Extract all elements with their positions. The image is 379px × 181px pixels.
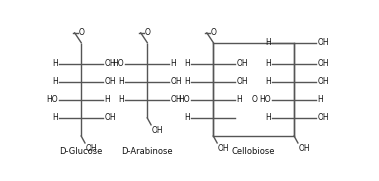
Text: Cellobiose: Cellobiose: [231, 146, 275, 155]
Text: H: H: [118, 77, 124, 86]
Text: O: O: [144, 28, 150, 37]
Text: H: H: [265, 77, 271, 86]
Text: HO: HO: [179, 95, 190, 104]
Text: HO: HO: [46, 95, 58, 104]
Text: OH: OH: [104, 113, 116, 122]
Text: H: H: [118, 95, 124, 104]
Text: D-Glucose: D-Glucose: [60, 146, 103, 155]
Text: D-Arabinose: D-Arabinose: [121, 146, 173, 155]
Text: O: O: [210, 28, 216, 37]
Text: HO: HO: [259, 95, 271, 104]
Text: OH: OH: [171, 95, 182, 104]
Text: OH: OH: [86, 144, 97, 153]
Text: O: O: [252, 95, 257, 104]
Text: O: O: [78, 28, 84, 37]
Text: OH: OH: [236, 59, 248, 68]
Text: OH: OH: [236, 77, 248, 86]
Text: H: H: [317, 95, 323, 104]
Text: H: H: [265, 113, 271, 122]
Text: H: H: [184, 113, 190, 122]
Text: H: H: [184, 77, 190, 86]
Text: H: H: [52, 59, 58, 68]
Text: OH: OH: [218, 144, 229, 153]
Text: OH: OH: [104, 77, 116, 86]
Text: HO: HO: [113, 59, 124, 68]
Text: H: H: [52, 113, 58, 122]
Text: OH: OH: [152, 126, 163, 134]
Text: OH: OH: [317, 38, 329, 47]
Text: OH: OH: [317, 77, 329, 86]
Text: H: H: [184, 59, 190, 68]
Text: H: H: [104, 95, 110, 104]
Text: H: H: [236, 95, 242, 104]
Text: OH: OH: [317, 59, 329, 68]
Text: H: H: [265, 38, 271, 47]
Text: H: H: [265, 59, 271, 68]
Text: OH: OH: [171, 77, 182, 86]
Text: H: H: [52, 77, 58, 86]
Text: OH: OH: [299, 144, 310, 153]
Text: OH: OH: [104, 59, 116, 68]
Text: H: H: [171, 59, 176, 68]
Text: OH: OH: [317, 113, 329, 122]
